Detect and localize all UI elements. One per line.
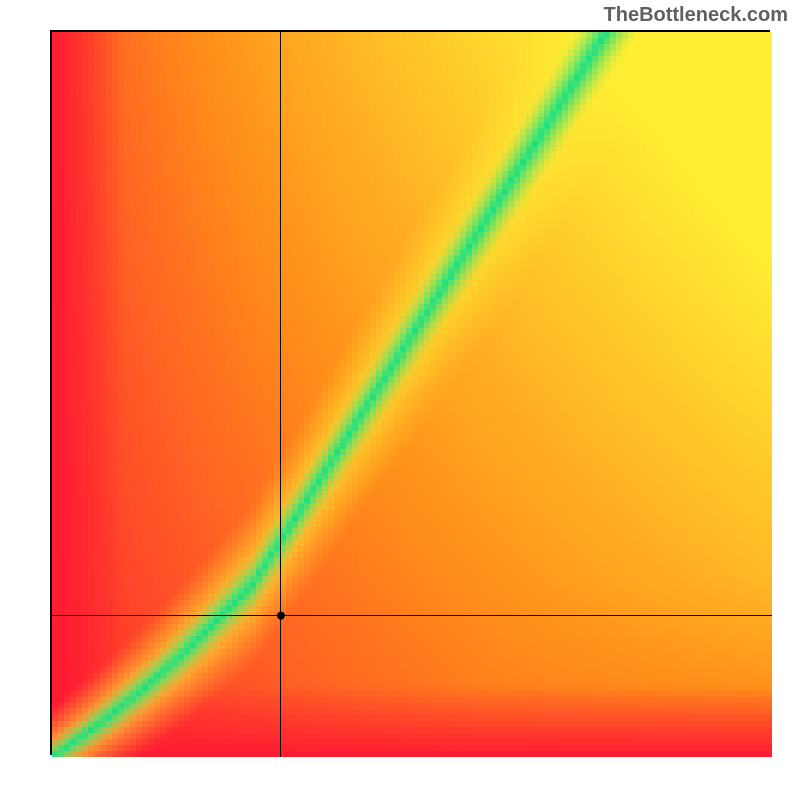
- heatmap-plot-area: [50, 30, 770, 755]
- watermark-text: TheBottleneck.com: [604, 4, 788, 27]
- chart-container: TheBottleneck.com: [0, 0, 800, 800]
- heatmap-canvas: [52, 32, 772, 757]
- crosshair-horizontal-line: [52, 615, 772, 616]
- crosshair-vertical-line: [280, 32, 281, 757]
